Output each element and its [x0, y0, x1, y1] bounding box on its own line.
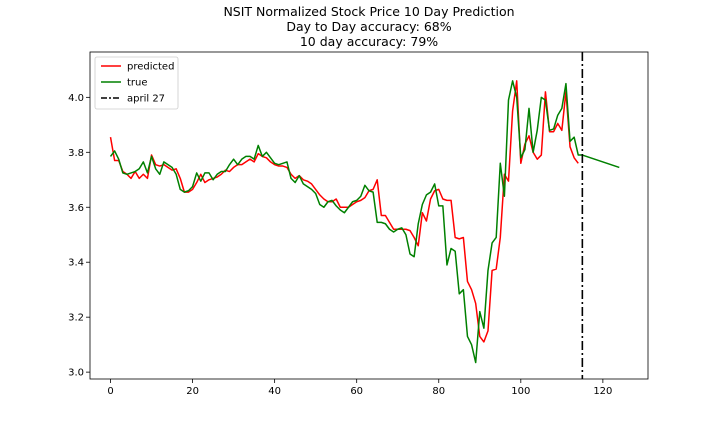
- chart-title-line-1: NSIT Normalized Stock Price 10 Day Predi…: [223, 4, 514, 19]
- series-line-predicted: [109, 80, 579, 343]
- chart-title-line-3: 10 day accuracy: 79%: [300, 34, 438, 49]
- y-tick-label: 3.2: [68, 313, 84, 324]
- x-tick-label: 80: [432, 386, 445, 397]
- plot-area: [109, 52, 620, 379]
- x-tick-label: 60: [350, 386, 363, 397]
- chart-title: NSIT Normalized Stock Price 10 Day Predi…: [223, 4, 514, 49]
- y-tick-label: 3.8: [68, 148, 84, 159]
- legend-label-predicted: predicted: [127, 62, 174, 73]
- legend-label-april-27: april 27: [127, 94, 165, 105]
- axes-frame: [89, 51, 649, 380]
- y-tick-label: 3.0: [68, 368, 84, 379]
- x-tick-label: 40: [268, 386, 281, 397]
- y-tick-label: 3.4: [68, 258, 84, 269]
- x-tick-label: 100: [511, 386, 530, 397]
- legend-label-true: true: [127, 78, 148, 89]
- y-tick-label: 4.0: [68, 93, 84, 104]
- legend-box: [94, 56, 179, 110]
- legend: predicted true april 27: [94, 56, 179, 110]
- x-tick-label: 0: [107, 386, 113, 397]
- axes: 0 20 40 60 80 100 120 3.0 3.2 3.4 3.6 3.8 4.0: [68, 51, 649, 397]
- x-tick-label: 20: [186, 386, 199, 397]
- series-line-true: [109, 80, 620, 364]
- chart-title-line-2: Day to Day accuracy: 68%: [286, 19, 451, 34]
- x-tick-label: 120: [593, 386, 612, 397]
- y-tick-label: 3.6: [68, 203, 84, 214]
